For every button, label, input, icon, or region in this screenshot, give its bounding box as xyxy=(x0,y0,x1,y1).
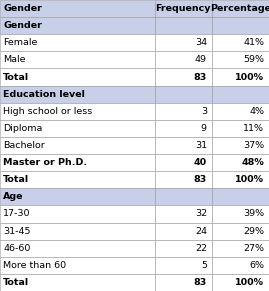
Bar xyxy=(0,240,155,257)
Bar xyxy=(155,257,212,274)
Bar xyxy=(155,86,212,103)
Text: Male: Male xyxy=(3,55,26,64)
Bar xyxy=(212,257,269,274)
Text: Total: Total xyxy=(3,72,29,81)
Bar xyxy=(212,51,269,68)
Bar xyxy=(0,120,155,137)
Bar xyxy=(0,17,155,34)
Bar xyxy=(212,274,269,291)
Text: 37%: 37% xyxy=(243,141,264,150)
Bar xyxy=(0,205,155,223)
Text: 83: 83 xyxy=(194,175,207,184)
Text: High school or less: High school or less xyxy=(3,107,93,116)
Text: Gender: Gender xyxy=(3,4,42,13)
Bar xyxy=(155,171,212,188)
Text: 39%: 39% xyxy=(243,210,264,219)
Bar xyxy=(212,68,269,86)
Text: Education level: Education level xyxy=(3,90,85,99)
Bar xyxy=(212,120,269,137)
Bar xyxy=(0,274,155,291)
Bar xyxy=(155,120,212,137)
Text: 29%: 29% xyxy=(243,227,264,236)
Bar xyxy=(0,257,155,274)
Bar xyxy=(0,154,155,171)
Text: More than 60: More than 60 xyxy=(3,261,66,270)
Text: Gender: Gender xyxy=(3,21,42,30)
Text: 46-60: 46-60 xyxy=(3,244,31,253)
Text: 31-45: 31-45 xyxy=(3,227,31,236)
Bar xyxy=(212,34,269,51)
Bar xyxy=(0,137,155,154)
Bar xyxy=(155,154,212,171)
Text: 24: 24 xyxy=(195,227,207,236)
Text: Total: Total xyxy=(3,278,29,287)
Text: Diploma: Diploma xyxy=(3,124,43,133)
Text: 59%: 59% xyxy=(243,55,264,64)
Bar xyxy=(0,171,155,188)
Text: 34: 34 xyxy=(195,38,207,47)
Bar xyxy=(212,205,269,223)
Text: 83: 83 xyxy=(194,278,207,287)
Bar xyxy=(0,34,155,51)
Text: Total: Total xyxy=(3,175,29,184)
Text: 31: 31 xyxy=(195,141,207,150)
Text: 4%: 4% xyxy=(249,107,264,116)
Bar xyxy=(155,34,212,51)
Text: 3: 3 xyxy=(201,107,207,116)
Bar xyxy=(212,0,269,17)
Text: 100%: 100% xyxy=(235,175,264,184)
Text: 9: 9 xyxy=(201,124,207,133)
Bar xyxy=(155,274,212,291)
Bar xyxy=(155,103,212,120)
Bar xyxy=(0,68,155,86)
Text: 83: 83 xyxy=(194,72,207,81)
Bar xyxy=(155,240,212,257)
Text: Bachelor: Bachelor xyxy=(3,141,45,150)
Text: 48%: 48% xyxy=(241,158,264,167)
Bar xyxy=(212,137,269,154)
Bar xyxy=(212,17,269,34)
Text: Master or Ph.D.: Master or Ph.D. xyxy=(3,158,87,167)
Text: 22: 22 xyxy=(195,244,207,253)
Bar xyxy=(0,103,155,120)
Bar xyxy=(155,137,212,154)
Bar xyxy=(155,68,212,86)
Bar xyxy=(0,223,155,240)
Bar xyxy=(0,188,155,205)
Bar xyxy=(0,0,155,17)
Bar xyxy=(0,86,155,103)
Text: 100%: 100% xyxy=(235,72,264,81)
Text: 6%: 6% xyxy=(249,261,264,270)
Bar xyxy=(0,51,155,68)
Text: 32: 32 xyxy=(195,210,207,219)
Text: 17-30: 17-30 xyxy=(3,210,31,219)
Text: 5: 5 xyxy=(201,261,207,270)
Bar xyxy=(212,240,269,257)
Text: Frequency: Frequency xyxy=(155,4,211,13)
Bar xyxy=(155,188,212,205)
Text: 11%: 11% xyxy=(243,124,264,133)
Text: 100%: 100% xyxy=(235,278,264,287)
Text: 49: 49 xyxy=(195,55,207,64)
Bar xyxy=(155,51,212,68)
Bar xyxy=(155,17,212,34)
Bar xyxy=(155,0,212,17)
Bar xyxy=(155,223,212,240)
Text: Age: Age xyxy=(3,192,24,201)
Bar xyxy=(212,154,269,171)
Text: 41%: 41% xyxy=(243,38,264,47)
Text: 40: 40 xyxy=(194,158,207,167)
Bar xyxy=(155,205,212,223)
Bar xyxy=(212,188,269,205)
Bar xyxy=(212,171,269,188)
Bar xyxy=(212,86,269,103)
Bar xyxy=(212,103,269,120)
Text: 27%: 27% xyxy=(243,244,264,253)
Text: Female: Female xyxy=(3,38,38,47)
Text: Percentage: Percentage xyxy=(210,4,269,13)
Bar xyxy=(212,223,269,240)
